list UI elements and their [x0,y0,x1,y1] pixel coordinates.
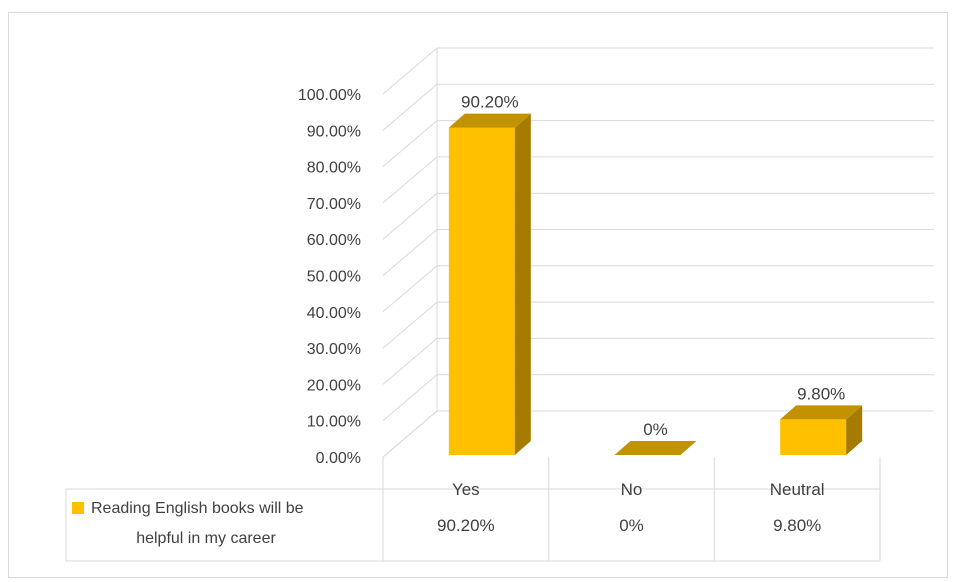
y-tick-label-9: 90.00% [307,123,361,140]
y-tick-label-7: 70.00% [307,196,361,213]
gridline-side-2 [382,338,438,385]
bar-top-1 [614,441,697,455]
legend-label-line-2: helpful in my career [136,530,276,547]
bar-top-2 [780,405,863,420]
y-tick-label-2: 20.00% [307,377,361,394]
data-labels: 90.20% 0% 9.80% [461,93,845,439]
legend-swatch [72,502,84,514]
data-label-1: 0% [643,420,668,439]
gridline-side-3 [382,301,438,349]
y-axis-tick-labels: 0.00% 10.00% 20.00% 30.00% 40.00% 50.00% 60.00… [298,87,361,467]
data-label-2: 9.80% [797,384,845,403]
gridline-side-6 [382,192,438,240]
gridline-side-5 [382,229,438,276]
legend-label-line-1: Reading English books will be [91,500,304,517]
data-label-0: 90.20% [461,93,519,112]
gridline-side-7 [382,156,438,204]
table-cell-2: 9.80% [773,516,821,535]
y-tick-label-1: 10.00% [307,414,361,431]
gridline-side-1 [382,374,438,422]
bar-top-0 [448,113,531,128]
table-cell-0: 90.20% [437,516,495,535]
gridline-side-0 [382,410,438,458]
bars [448,113,863,455]
chart-frame: 0.00% 10.00% 20.00% 30.00% 40.00% 50.00% 60.00… [8,12,948,578]
y-tick-label-3: 30.00% [307,341,361,358]
gridline-side-8 [382,120,438,167]
table-header-neutral: Neutral [770,480,825,499]
bar-side-2 [846,405,863,455]
gridline-side-9 [382,83,438,131]
bar-neutral [780,405,863,455]
y-tick-label-10: 100.00% [298,87,361,104]
table-cell-1: 0% [619,516,644,535]
table-header-no: No [621,480,643,499]
y-tick-label-4: 40.00% [307,305,361,322]
bar-front-0 [448,127,515,455]
y-tick-label-5: 50.00% [307,269,361,286]
data-table: Yes No Neutral 90.20% 0% 9.80% Reading English… [65,457,881,562]
bar-side-0 [514,113,531,455]
gridline-side-10 [382,47,438,95]
y-tick-label-0: 0.00% [316,450,361,467]
y-tick-label-8: 80.00% [307,160,361,177]
y-tick-label-6: 60.00% [307,232,361,249]
gridline-side-4 [382,265,438,313]
bar-yes [448,113,531,455]
table-header-yes: Yes [452,480,480,499]
bar-front-2 [780,419,847,455]
bar-no [614,441,697,455]
bar-chart: 0.00% 10.00% 20.00% 30.00% 40.00% 50.00% 60.00… [65,47,934,562]
